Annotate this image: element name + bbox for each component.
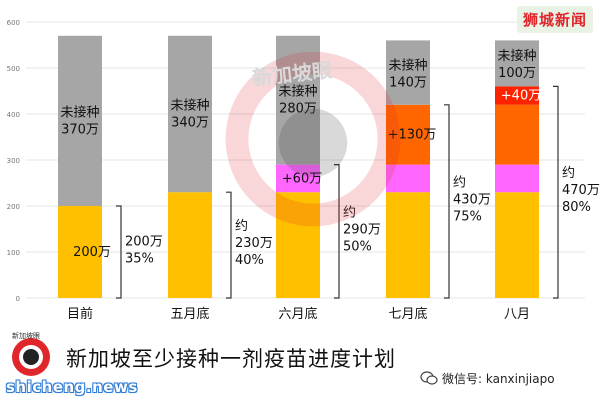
segment-label: +40万 <box>501 89 541 104</box>
bar-segment-vaccinated <box>276 192 320 298</box>
bar-segment-vaccinated <box>168 192 212 298</box>
logo-icon <box>12 338 50 376</box>
segment-label: +60万 <box>282 171 322 186</box>
x-tick-label: 六月底 <box>278 306 317 322</box>
bar-segment-remaining <box>386 40 430 105</box>
bracket-label: 200万 35% <box>125 235 163 267</box>
bracket-label: 约 230万 40% <box>235 219 273 268</box>
brand-badge: 狮城新闻 <box>516 6 593 33</box>
bracket-label: 约 290万 50% <box>343 205 381 254</box>
logo-caption: 新加坡眼 <box>12 332 40 340</box>
bar-segment-added_july <box>386 104 430 165</box>
bracket-line <box>226 191 232 299</box>
bar-segment-added_june <box>495 164 539 193</box>
segment-label: 未接种 140万 <box>388 57 427 90</box>
x-tick-label: 五月底 <box>170 306 209 322</box>
segment-label: 未接种 280万 <box>278 84 317 117</box>
bar-segment-vaccinated <box>495 192 539 298</box>
bar-segment-remaining <box>168 35 212 193</box>
bar-segment-added_july <box>495 104 539 165</box>
y-tick-label: 600 <box>7 19 20 27</box>
y-tick-label: 500 <box>7 65 20 73</box>
segment-label: 未接种 100万 <box>497 48 536 81</box>
bracket-line <box>116 205 122 299</box>
y-tick-label: 400 <box>7 111 20 119</box>
bar-segment-added_august <box>495 86 539 105</box>
bar-segment-vaccinated <box>58 206 102 298</box>
bracket-label: 约 470万 80% <box>562 166 600 215</box>
bracket-line <box>334 164 340 299</box>
x-tick-label: 七月底 <box>388 306 427 322</box>
y-tick-label: 300 <box>7 157 20 165</box>
segment-label: 200万 <box>73 245 111 260</box>
bracket-line <box>553 85 559 299</box>
y-tick-label: 100 <box>7 249 20 257</box>
x-tick-label: 目前 <box>67 306 93 322</box>
segment-label: 未接种 370万 <box>60 104 99 137</box>
y-tick-label: 0 <box>16 295 20 303</box>
wechat-id: 微信号: kanxinjiapo <box>420 368 555 388</box>
bar-segment-vaccinated <box>386 192 430 298</box>
bar-segment-added_june <box>276 164 320 193</box>
bar-segment-remaining <box>495 40 539 87</box>
y-tick-label: 200 <box>7 203 20 211</box>
bar-segment-added_june <box>386 164 430 193</box>
site-url: shicheng.news <box>6 378 138 396</box>
wechat-icon <box>420 371 438 385</box>
bar-segment-remaining <box>276 35 320 165</box>
x-tick-label: 八月 <box>504 307 530 322</box>
segment-label: 未接种 340万 <box>170 98 209 131</box>
bracket-label: 约 430万 75% <box>453 175 491 224</box>
segment-label: +130万 <box>388 128 437 143</box>
wechat-label: 微信号: kanxinjiapo <box>442 371 555 386</box>
chart-title: 新加坡至少接种一剂疫苗进度计划 <box>66 347 396 371</box>
bracket-line <box>444 104 450 299</box>
bar-segment-remaining <box>58 35 102 206</box>
